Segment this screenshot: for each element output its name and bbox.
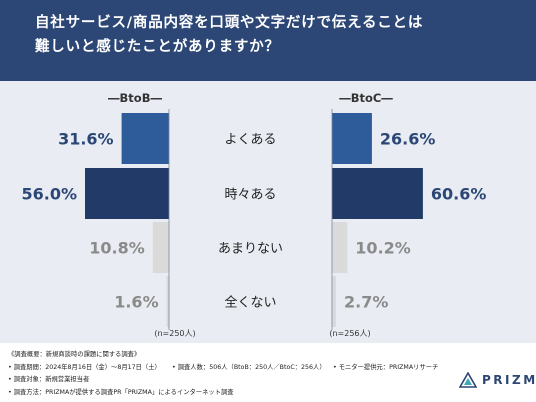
- category-label-2: あまりない: [218, 242, 283, 257]
- category-label-1: 時々ある: [224, 188, 276, 203]
- logo-text: PRIZMA: [482, 373, 536, 387]
- heading-btob: ―BtoB―: [108, 91, 162, 105]
- footnote-overview: 《調査概要：新規商談時の課題に関する調査》: [8, 351, 141, 358]
- chart-title: 自社サービス/商品内容を口頭や文字だけで伝えることは 難しいと感じたことがありま…: [35, 11, 505, 59]
- category-label-0: よくある: [224, 133, 276, 148]
- bar-btob-0: [121, 113, 169, 164]
- survey-footnotes: 《調査概要：新規商談時の課題に関する調査》 • 調査期間：2024年8月16日（…: [0, 343, 536, 402]
- value-label-btob-1: 56.0%: [21, 185, 77, 204]
- footnote-method: • 調査方法：PRIZMAが提供する調査PR「PRIZMA」によるインターネット…: [8, 389, 234, 396]
- header-banner: 自社サービス/商品内容を口頭や文字だけで伝えることは 難しいと感じたことがありま…: [0, 0, 536, 81]
- title-line-2: 難しいと感じたことがありますか？: [35, 39, 280, 55]
- footnote-provider: • モニター提供元：PRIZMAリサーチ: [333, 364, 439, 371]
- value-label-btoc-0: 26.6%: [380, 130, 436, 149]
- title-line-1: 自社サービス/商品内容を口頭や文字だけで伝えることは: [35, 15, 424, 31]
- value-label-btob-0: 31.6%: [58, 130, 114, 149]
- value-label-btoc-2: 10.2%: [355, 239, 411, 258]
- value-label-btob-3: 1.6%: [114, 293, 158, 312]
- value-label-btoc-3: 2.7%: [344, 293, 388, 312]
- prizma-logo: PRIZMA: [459, 372, 536, 388]
- heading-btoc: ―BtoC―: [339, 91, 393, 105]
- sample-size-btob: (n=250人): [154, 329, 195, 338]
- footnote-period: • 調査期間：2024年8月16日（金）〜8月17日（土）: [8, 364, 161, 371]
- bar-btoc-0: [332, 113, 372, 164]
- bar-btob-2: [152, 222, 169, 273]
- category-label-3: 全くない: [224, 295, 276, 311]
- bar-btob-1: [85, 168, 169, 219]
- value-label-btoc-1: 60.6%: [431, 185, 487, 204]
- bar-btoc-3: [332, 276, 337, 327]
- bar-btob-3: [166, 276, 169, 327]
- bar-btoc-2: [332, 222, 348, 273]
- footnote-target: • 調査対象：新規営業担当者: [8, 376, 90, 383]
- bar-btoc-1: [332, 168, 423, 219]
- survey-chart: ―BtoB― ―BtoC― よくある 31.6% 26.6% 時々ある 56.0% 60.6%…: [21, 91, 487, 338]
- prizma-logo-icon: [459, 372, 477, 388]
- footnote-respondents: • 調査人数：506人（BtoB：250人／BtoC：256人）: [172, 364, 326, 371]
- sample-size-btoc: (n=256人): [329, 329, 370, 338]
- value-label-btob-2: 10.8%: [89, 239, 145, 258]
